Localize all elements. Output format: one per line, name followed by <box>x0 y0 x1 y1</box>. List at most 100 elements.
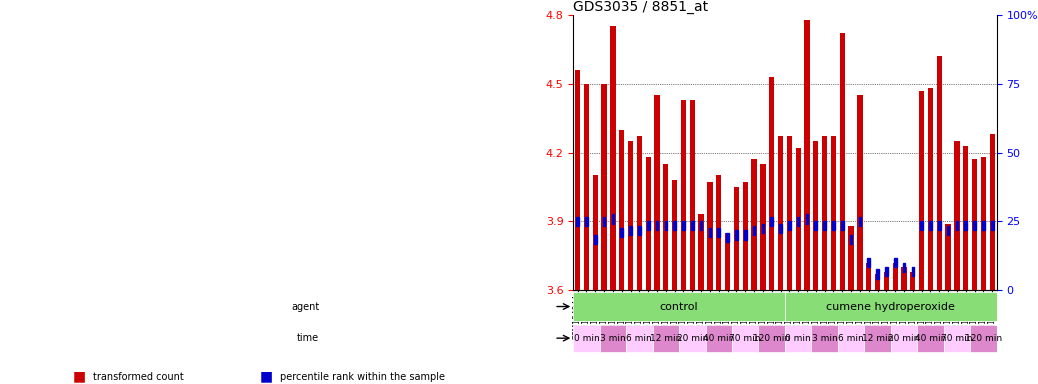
Bar <box>936 56 941 290</box>
Bar <box>760 164 765 290</box>
Bar <box>910 272 916 290</box>
Bar <box>964 221 967 230</box>
Bar <box>777 136 783 290</box>
Bar <box>928 88 933 290</box>
Bar <box>725 233 730 290</box>
Bar <box>682 221 685 230</box>
Text: 40 min: 40 min <box>703 334 735 343</box>
Bar <box>689 100 695 290</box>
Bar <box>753 226 756 235</box>
Bar <box>700 221 703 230</box>
Bar <box>752 159 757 290</box>
Bar <box>744 230 746 240</box>
Text: ■: ■ <box>260 369 273 383</box>
Bar <box>919 91 924 290</box>
Text: 3 min: 3 min <box>812 334 838 343</box>
Bar <box>717 228 720 237</box>
Bar <box>785 324 812 352</box>
Bar <box>647 221 650 230</box>
Bar <box>732 324 759 352</box>
Bar <box>656 221 658 230</box>
Text: 0 min: 0 min <box>786 334 811 343</box>
Bar <box>707 182 712 290</box>
Bar <box>989 134 994 290</box>
Bar <box>885 267 887 276</box>
Bar <box>883 272 889 290</box>
Bar <box>797 217 799 226</box>
Bar <box>674 221 676 230</box>
Bar <box>848 226 853 290</box>
Text: ■: ■ <box>73 369 86 383</box>
Bar <box>619 130 625 290</box>
Bar <box>585 217 588 226</box>
Bar <box>971 324 996 352</box>
Bar <box>891 324 918 352</box>
Bar <box>681 100 686 290</box>
Text: time: time <box>297 333 319 343</box>
Bar <box>646 157 651 290</box>
Bar <box>805 214 809 223</box>
Bar <box>857 95 863 290</box>
Text: 3 min: 3 min <box>600 334 626 343</box>
Bar <box>706 324 732 352</box>
Bar <box>788 221 791 230</box>
Bar <box>785 292 996 321</box>
Bar <box>982 221 985 230</box>
Bar <box>573 324 600 352</box>
Bar <box>759 324 785 352</box>
Text: 20 min: 20 min <box>889 334 920 343</box>
Bar <box>601 84 607 290</box>
Bar <box>610 26 616 290</box>
Text: transformed count: transformed count <box>93 372 184 382</box>
Bar <box>699 214 704 290</box>
Bar <box>954 141 959 290</box>
Bar <box>974 221 976 230</box>
Bar <box>832 221 835 230</box>
Bar <box>866 263 871 290</box>
Bar <box>769 77 774 290</box>
Bar <box>735 230 738 240</box>
Text: 0 min: 0 min <box>574 334 599 343</box>
Bar <box>653 324 679 352</box>
Bar <box>972 159 977 290</box>
Bar <box>893 263 898 290</box>
Text: 70 min: 70 min <box>730 334 761 343</box>
Text: 40 min: 40 min <box>914 334 947 343</box>
Text: percentile rank within the sample: percentile rank within the sample <box>280 372 445 382</box>
Bar <box>868 258 870 267</box>
Bar <box>991 221 993 230</box>
Bar <box>663 164 668 290</box>
Bar <box>727 233 729 242</box>
Bar <box>716 175 721 290</box>
Bar <box>787 136 792 290</box>
Bar <box>573 292 785 321</box>
Bar <box>628 141 633 290</box>
Text: 12 min: 12 min <box>650 334 682 343</box>
Bar <box>944 324 971 352</box>
Bar <box>636 136 643 290</box>
Bar <box>865 324 891 352</box>
Bar <box>762 223 764 233</box>
Bar <box>938 221 940 230</box>
Bar <box>929 221 932 230</box>
Bar <box>654 95 660 290</box>
Bar <box>813 141 818 290</box>
Text: 70 min: 70 min <box>941 334 973 343</box>
Text: 120 min: 120 min <box>754 334 790 343</box>
Bar <box>822 136 827 290</box>
Bar <box>795 148 800 290</box>
Bar <box>838 324 865 352</box>
Bar <box>621 228 623 237</box>
Bar <box>770 217 773 226</box>
Bar <box>956 221 958 230</box>
Bar <box>947 226 950 235</box>
Text: 120 min: 120 min <box>965 334 1002 343</box>
Bar <box>576 217 579 226</box>
Text: agent: agent <box>291 301 319 311</box>
Bar <box>600 324 626 352</box>
Bar <box>594 235 597 244</box>
Bar <box>638 226 640 235</box>
Bar <box>946 223 951 290</box>
Bar <box>901 267 906 290</box>
Bar <box>626 324 653 352</box>
